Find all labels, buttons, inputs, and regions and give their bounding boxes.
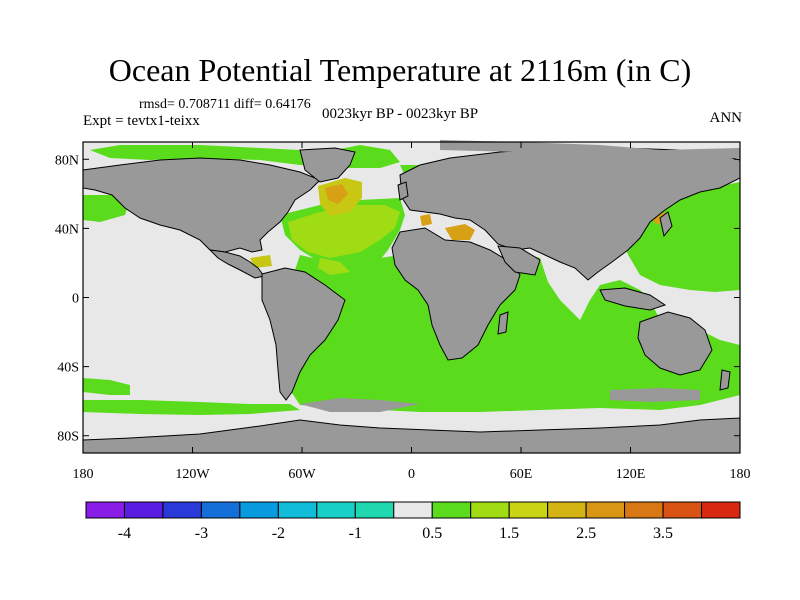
colorbar-box bbox=[200, 501, 241, 519]
colorbar-box bbox=[624, 501, 664, 519]
lat-tick-label: 80S bbox=[57, 430, 79, 445]
yellow-green-temperature-zones bbox=[288, 205, 400, 275]
lat-tick-label: 40S bbox=[57, 361, 79, 376]
colorbar-box bbox=[662, 501, 703, 519]
lat-tick-label: 40N bbox=[55, 222, 79, 237]
south-america bbox=[261, 267, 346, 401]
lat-tick-label: 0 bbox=[72, 292, 79, 307]
colorbar-box bbox=[470, 501, 510, 519]
shelf-regions bbox=[300, 140, 740, 412]
colorbar-box bbox=[123, 501, 164, 519]
colorbar-box bbox=[701, 501, 741, 519]
eurasia bbox=[399, 147, 741, 281]
colorbar-label: -4 bbox=[118, 525, 131, 542]
colorbar-box bbox=[316, 501, 356, 519]
colorbar-label: 2.5 bbox=[576, 525, 596, 542]
colorbar-label: -1 bbox=[349, 525, 362, 542]
colorbar: -4 -3 -2 -1 0.5 1.5 2.5 3.5 bbox=[85, 501, 741, 542]
colorbar-box bbox=[393, 501, 433, 519]
land-masses bbox=[82, 147, 741, 454]
africa bbox=[391, 227, 521, 361]
north-america bbox=[82, 157, 321, 253]
latitude-axis: 80N 40N 0 40S 80S bbox=[55, 153, 740, 445]
stats-line: rmsd= 0.708711 diff= 0.64176 bbox=[139, 97, 311, 112]
lon-tick-label: 60W bbox=[288, 467, 316, 482]
lon-tick-label: 180 bbox=[730, 467, 751, 482]
period-label: 0023kyr BP - 0023kyr BP bbox=[322, 106, 479, 122]
greenland bbox=[299, 147, 356, 183]
season-label: ANN bbox=[709, 110, 743, 126]
lon-tick-label: 180 bbox=[73, 467, 94, 482]
lat-tick-label: 80N bbox=[55, 153, 79, 168]
colorbar-label: 3.5 bbox=[653, 525, 673, 542]
indonesia bbox=[599, 287, 667, 311]
madagascar bbox=[497, 311, 509, 335]
colorbar-box bbox=[162, 501, 202, 519]
lon-tick-label: 60E bbox=[510, 467, 533, 482]
colorbar-box bbox=[354, 501, 395, 519]
australia bbox=[637, 311, 713, 376]
colorbar-label: -3 bbox=[195, 525, 208, 542]
colorbar-label: 0.5 bbox=[422, 525, 442, 542]
colorbar-box bbox=[239, 501, 279, 519]
arabia bbox=[497, 245, 541, 276]
lon-tick-label: 0 bbox=[408, 467, 415, 482]
lon-tick-label: 120E bbox=[616, 467, 646, 482]
british-isles bbox=[397, 181, 409, 201]
experiment-label: Expt = tevtx1-teixx bbox=[83, 113, 200, 129]
longitude-axis: 180 120W 60W 0 60E 120E 180 bbox=[73, 142, 751, 482]
colorbar-box bbox=[585, 501, 626, 519]
colorbar-box bbox=[85, 501, 125, 519]
japan bbox=[659, 211, 673, 238]
map-plot-area bbox=[82, 140, 741, 454]
colorbar-label: -2 bbox=[272, 525, 285, 542]
colorbar-box bbox=[508, 501, 549, 519]
colorbar-box bbox=[277, 501, 318, 519]
map-title: Ocean Potential Temperature at 2116m (in… bbox=[108, 52, 692, 88]
colorbar-label: 1.5 bbox=[499, 525, 519, 542]
lon-tick-label: 120W bbox=[175, 467, 210, 482]
new-zealand bbox=[719, 369, 731, 391]
colorbar-box bbox=[547, 501, 587, 519]
colorbar-box bbox=[431, 501, 472, 519]
